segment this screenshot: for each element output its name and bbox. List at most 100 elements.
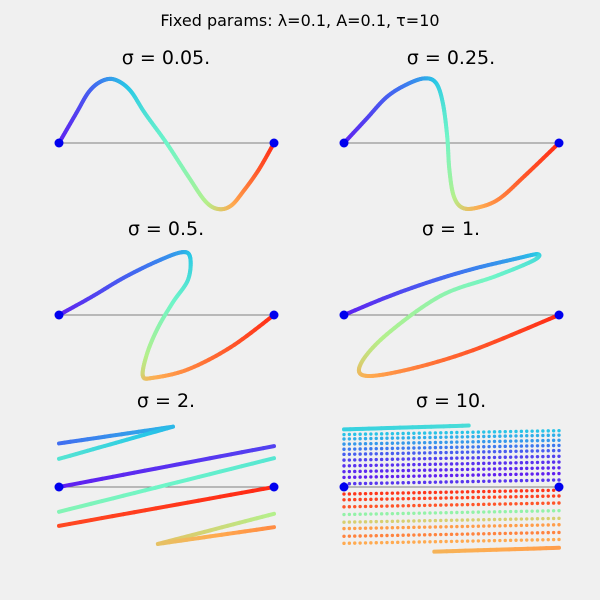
scatter-point	[476, 467, 481, 471]
scatter-point	[514, 455, 518, 459]
scatter-point	[519, 434, 524, 438]
scatter-point	[465, 456, 470, 460]
scatter-point	[412, 451, 416, 455]
scatter-point	[487, 517, 491, 522]
scatter-point	[519, 449, 524, 453]
scatter-point	[342, 432, 346, 437]
scatter-point	[390, 504, 395, 508]
scatter-point	[449, 490, 454, 494]
scatter-point	[492, 439, 497, 444]
scatter-point	[492, 531, 497, 536]
scatter-point	[525, 455, 529, 459]
scatter-point	[444, 450, 448, 455]
scatter-point	[530, 494, 534, 499]
scatter-point	[557, 530, 561, 535]
scatter-point	[455, 456, 459, 460]
scatter-point	[374, 534, 378, 538]
scatter-point	[508, 429, 513, 434]
scatter-point	[433, 511, 438, 515]
scatter-point	[363, 458, 368, 462]
scatter-point	[508, 479, 513, 483]
scatter-point	[465, 467, 470, 472]
scatter-point	[465, 532, 470, 536]
scatter-point	[525, 429, 529, 433]
scatter-point	[498, 502, 502, 506]
scatter-point	[471, 450, 475, 454]
scatter-point	[374, 457, 378, 462]
scatter-point	[433, 480, 438, 484]
scatter-point	[498, 467, 502, 471]
scatter-point	[390, 533, 395, 538]
scatter-point	[476, 473, 481, 477]
scatter-point	[530, 472, 534, 476]
figure-suptitle: Fixed params: λ=0.1, A=0.1, τ=10	[160, 11, 439, 30]
scatter-point	[465, 435, 470, 439]
scatter-point	[444, 430, 448, 435]
scatter-point	[525, 517, 529, 521]
scatter-point	[514, 439, 518, 443]
scatter-point	[557, 478, 561, 482]
scatter-point	[541, 433, 545, 438]
scatter-point	[358, 432, 362, 436]
scatter-point	[525, 494, 529, 499]
scatter-point	[353, 452, 357, 456]
scatter-point	[444, 510, 448, 515]
scatter-point	[492, 455, 497, 460]
scatter-point	[369, 504, 373, 509]
scatter-point	[347, 492, 352, 496]
scatter-point	[444, 490, 448, 494]
scatter-point	[358, 512, 362, 516]
end-point	[554, 310, 564, 320]
scatter-point	[417, 474, 421, 478]
scatter-point	[417, 457, 421, 461]
scatter-point	[503, 472, 507, 477]
scatter-point	[535, 494, 540, 499]
scatter-point	[557, 443, 561, 448]
scatter-point	[422, 480, 427, 485]
scatter-point	[396, 497, 400, 501]
scatter-point	[390, 519, 395, 524]
scatter-point	[444, 532, 448, 537]
scatter-point	[519, 538, 524, 542]
scatter-point	[401, 481, 405, 485]
scatter-point	[487, 450, 491, 454]
scatter-point	[358, 504, 362, 509]
scatter-point	[379, 463, 384, 467]
scatter-point	[546, 438, 550, 443]
scatter-point	[541, 449, 545, 453]
scatter-point	[433, 503, 438, 507]
scatter-point	[347, 512, 352, 517]
scatter-point	[514, 523, 518, 528]
scatter-point	[492, 538, 497, 543]
scatter-point	[460, 456, 464, 460]
scatter-point	[422, 533, 427, 537]
scatter-point	[460, 467, 464, 472]
scatter-point	[379, 436, 384, 441]
scatter-point	[455, 510, 459, 515]
scatter-point	[557, 448, 561, 453]
scatter-point	[363, 436, 368, 441]
scatter-point	[465, 479, 470, 484]
scatter-point	[487, 510, 491, 514]
scatter-point	[471, 539, 475, 543]
scatter-point	[535, 438, 540, 443]
scatter-point	[347, 437, 352, 441]
scatter-point	[374, 446, 378, 451]
scatter-point	[465, 524, 470, 529]
scatter-point	[406, 525, 411, 530]
scatter-point	[433, 539, 438, 544]
scatter-point	[417, 511, 421, 515]
scatter-point	[508, 472, 513, 477]
scatter-point	[363, 452, 368, 456]
scatter-point	[535, 433, 540, 438]
scatter-point	[503, 509, 507, 514]
scatter-point	[412, 496, 416, 501]
scatter-point	[530, 517, 534, 521]
scatter-point	[541, 443, 545, 448]
curve-segment	[261, 444, 276, 451]
scatter-point	[551, 523, 556, 527]
scatter-point	[379, 504, 384, 508]
scatter-point	[428, 446, 432, 450]
scatter-point	[482, 502, 486, 507]
